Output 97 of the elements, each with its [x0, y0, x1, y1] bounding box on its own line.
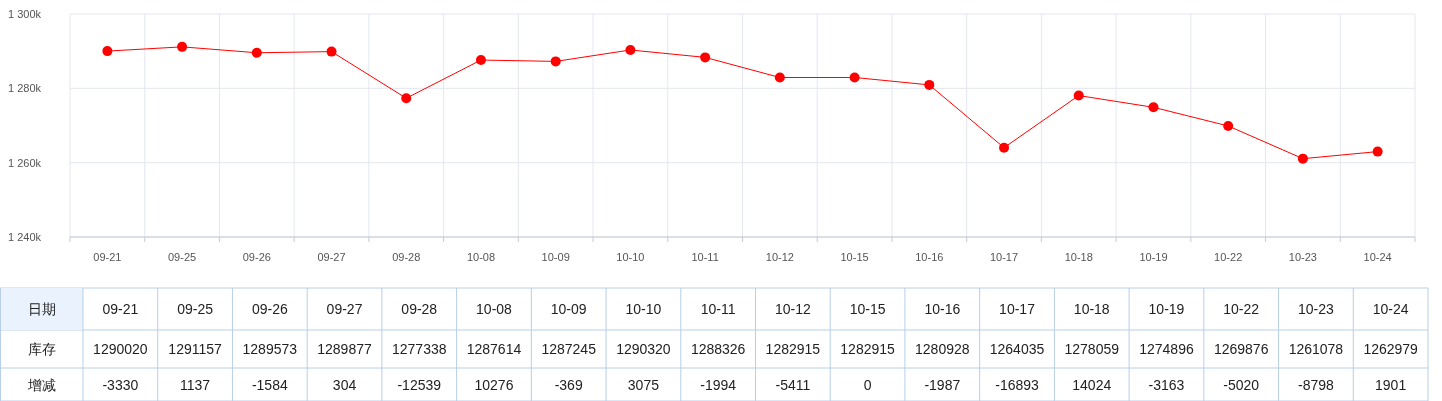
text: -8798 [1298, 376, 1335, 393]
x-tick-label: 10-23 [1288, 251, 1317, 263]
text: 库存 [27, 341, 56, 357]
category-label: 10-19 [1148, 301, 1185, 317]
x-tick-label: 10-08 [466, 251, 496, 263]
category-label: 10-24 [1372, 301, 1409, 317]
point [700, 52, 711, 63]
category-label: 10-11 [700, 301, 736, 317]
category-label: 10-10 [625, 301, 662, 317]
text: -5411 [775, 376, 811, 393]
category-label: 10-23 [1298, 301, 1334, 317]
category-label: 10-12 [774, 301, 811, 317]
data-label: 1282915 [765, 341, 821, 357]
text: -3163 [1148, 376, 1185, 393]
y-tick-label: 1 280k [8, 82, 42, 95]
text: 0 [863, 376, 872, 393]
point [401, 93, 412, 104]
data-label: 1289573 [242, 341, 298, 357]
point [849, 72, 860, 83]
category-label: 10-22 [1223, 301, 1260, 317]
text: -1987 [924, 376, 961, 393]
category-label: 10-16 [924, 301, 961, 317]
point [1372, 146, 1383, 157]
point [1073, 90, 1084, 101]
text: 3075 [627, 376, 660, 393]
text: 增减 [26, 376, 56, 393]
data-label: 1264035 [989, 341, 1045, 357]
x-tick-label: 10-17 [989, 251, 1019, 263]
text: -5020 [1223, 376, 1260, 393]
x-tick-label: 09-25 [168, 251, 197, 263]
x-tick-label: 10-10 [616, 251, 645, 263]
x-tick-label: 10-18 [1064, 251, 1093, 263]
text: 10276 [474, 376, 514, 393]
text: 1901 [1375, 376, 1407, 393]
x-tick-label: 10-16 [915, 251, 944, 263]
category-label: 10-15 [849, 301, 886, 317]
text: -16893 [995, 376, 1040, 393]
x-tick-label: 10-15 [840, 251, 869, 263]
data-label: 1287614 [466, 341, 522, 357]
category-label: 09-28 [401, 301, 438, 317]
data-label: 1282915 [840, 341, 896, 357]
text: 14024 [1072, 376, 1112, 393]
data-label: 1274896 [1139, 341, 1194, 357]
point [177, 41, 188, 52]
point [550, 56, 561, 67]
text: -3330 [102, 376, 139, 393]
point [625, 44, 636, 55]
x-axis-title: 日期 [27, 301, 56, 317]
text: -1584 [251, 376, 288, 393]
text: -12539 [397, 376, 442, 393]
point [1297, 153, 1308, 164]
category-label: 10-18 [1073, 301, 1110, 317]
point [251, 47, 262, 58]
text: -369 [554, 376, 583, 393]
x-tick-label: 09-26 [242, 251, 271, 263]
x-tick-label: 10-24 [1363, 251, 1392, 263]
x-tick-label: 10-11 [691, 251, 719, 263]
data-label: 1288326 [690, 341, 746, 357]
data-label: 1261078 [1288, 341, 1344, 357]
x-tick-label: 09-27 [317, 251, 346, 263]
point [475, 55, 486, 66]
category-label: 09-26 [251, 301, 288, 317]
category-label: 10-08 [476, 301, 512, 317]
point [326, 46, 337, 57]
point [1223, 120, 1234, 131]
point [102, 46, 113, 57]
category-label: 09-25 [177, 301, 213, 317]
data-label: 1290320 [616, 341, 671, 357]
x-tick-label: 10-09 [541, 251, 570, 263]
category-label: 10-09 [550, 301, 587, 317]
category-label: 09-27 [326, 301, 363, 317]
data-label: 1278059 [1064, 341, 1120, 357]
point [999, 142, 1010, 153]
y-tick-label: 1 260k [8, 156, 42, 169]
x-tick-label: 10-12 [765, 251, 794, 263]
data-label: 1280928 [915, 341, 970, 357]
data-label: 1287245 [541, 341, 597, 357]
data-label: 1291157 [168, 341, 223, 357]
data-label: 1289877 [317, 341, 372, 357]
x-tick-label: 10-19 [1139, 251, 1168, 263]
x-tick-label: 10-22 [1214, 251, 1243, 263]
x-tick-label: 09-28 [392, 251, 421, 263]
data-label: 1269876 [1213, 341, 1269, 357]
data-label: 1277338 [391, 341, 447, 357]
category-label: 09-21 [102, 301, 139, 317]
x-tick-label: 09-21 [93, 251, 122, 263]
y-tick-label: 1 300k [8, 8, 42, 20]
data-label: 1262979 [1363, 341, 1419, 357]
text: 1137 [180, 376, 211, 393]
text: -1994 [700, 376, 737, 393]
point [924, 79, 935, 90]
data-label: 1290020 [93, 341, 148, 357]
point [774, 72, 785, 83]
text: 304 [332, 376, 357, 393]
y-tick-label: 1 240k [8, 231, 42, 243]
point [1148, 102, 1159, 113]
category-label: 10-17 [999, 301, 1035, 317]
